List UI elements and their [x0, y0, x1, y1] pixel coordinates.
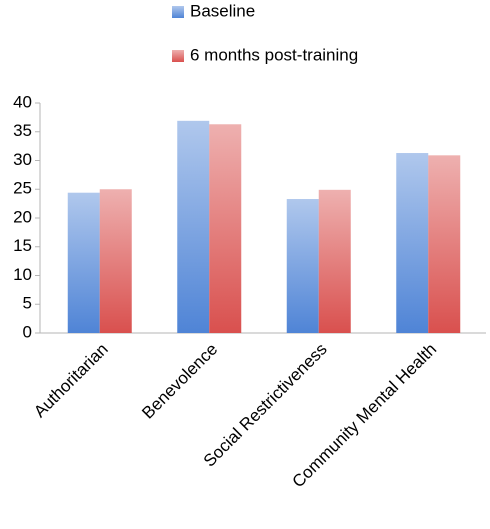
- y-tick-label: 5: [23, 294, 32, 313]
- x-tick-label: Authoritarian: [30, 340, 112, 422]
- legend-swatch: [172, 50, 184, 62]
- y-tick-label: 40: [13, 92, 32, 111]
- legend-label: 6 months post-training: [190, 45, 358, 64]
- bar: [209, 124, 242, 334]
- y-tick-label: 30: [13, 150, 32, 169]
- y-tick-label: 25: [13, 179, 32, 198]
- y-tick-label: 15: [13, 236, 32, 255]
- legend-swatch: [172, 6, 184, 18]
- bar: [286, 199, 319, 333]
- bar: [177, 120, 210, 333]
- y-tick-label: 20: [13, 207, 32, 226]
- legend-label: Baseline: [190, 1, 255, 20]
- bar: [67, 192, 100, 333]
- bar: [396, 153, 429, 333]
- y-tick-label: 35: [13, 121, 32, 140]
- bar: [318, 189, 351, 333]
- y-tick-label: 0: [23, 322, 32, 341]
- x-tick-label: Social Restrictiveness: [200, 340, 331, 471]
- x-tick-label: Benevolence: [138, 340, 221, 423]
- bar: [428, 155, 461, 333]
- y-tick-label: 10: [13, 265, 32, 284]
- bar: [99, 189, 132, 333]
